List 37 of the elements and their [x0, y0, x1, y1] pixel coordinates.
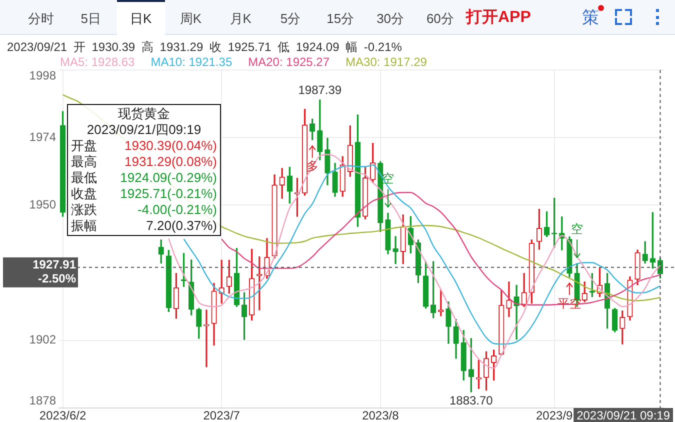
annotation: 最低	[71, 170, 97, 186]
y-tick-label: 1950	[29, 198, 56, 212]
toolbar: 分时 5日 日K 周K 月K 5分 15分 30分 60分 打开APP 策	[0, 0, 675, 35]
annotation: 7.20(0.37%)	[146, 218, 217, 234]
annotation: 1924.09(-0.29%)	[120, 170, 217, 186]
text: MA10: 1921.35	[150, 55, 232, 69]
annotation: 空	[382, 171, 394, 186]
annotation: 1925.71(-0.21%)	[120, 186, 217, 202]
x-tick-label: 2023/7	[203, 408, 240, 422]
y-tick-label: 1974	[29, 130, 56, 144]
ref-line-label: 1927.91 -2.50%	[32, 258, 76, 286]
annotation: 收盘	[71, 186, 97, 202]
annotation: 涨跌	[71, 202, 97, 218]
annotation: 振幅	[71, 218, 97, 234]
y-tick-label: 1902	[29, 332, 56, 347]
annotation: 1883.70	[449, 393, 494, 408]
annotation: 1931.29(0.08%)	[124, 154, 217, 170]
x-tick-label: 2023/9	[536, 408, 574, 422]
text: 2023/09/21 09:19	[576, 408, 670, 422]
annotation: 开盘	[71, 138, 97, 154]
text: MA30: 1917.29	[346, 55, 427, 69]
annotation: 最高	[71, 154, 97, 170]
selected-tab: 日K	[116, 0, 165, 35]
annotation: 1930.39(0.04%)	[124, 138, 217, 154]
annotation: 1987.39	[298, 83, 342, 98]
annotation: -4.00(-0.21%)	[138, 202, 217, 218]
annotation: 多	[306, 159, 318, 174]
x-tick-label: 2023/6/2	[39, 408, 86, 422]
annotation: 2023/09/21/四09:19	[86, 122, 202, 137]
text: MA5: 1928.63	[60, 55, 135, 69]
y-tick-label: 1878	[29, 393, 56, 408]
y-tick-label: 1998	[29, 68, 56, 82]
annotation: 空	[571, 222, 584, 236]
x-tick-label: 2023/8	[362, 408, 400, 422]
chart-title: 现货黄金	[118, 106, 170, 121]
text: MA20: 1925.27	[248, 55, 330, 69]
chart-subtitle: 2023/09/21 开 1930.39 高 1931.29 收 1925.71 低 1924.09 幅 -0.21%	[7, 40, 402, 54]
